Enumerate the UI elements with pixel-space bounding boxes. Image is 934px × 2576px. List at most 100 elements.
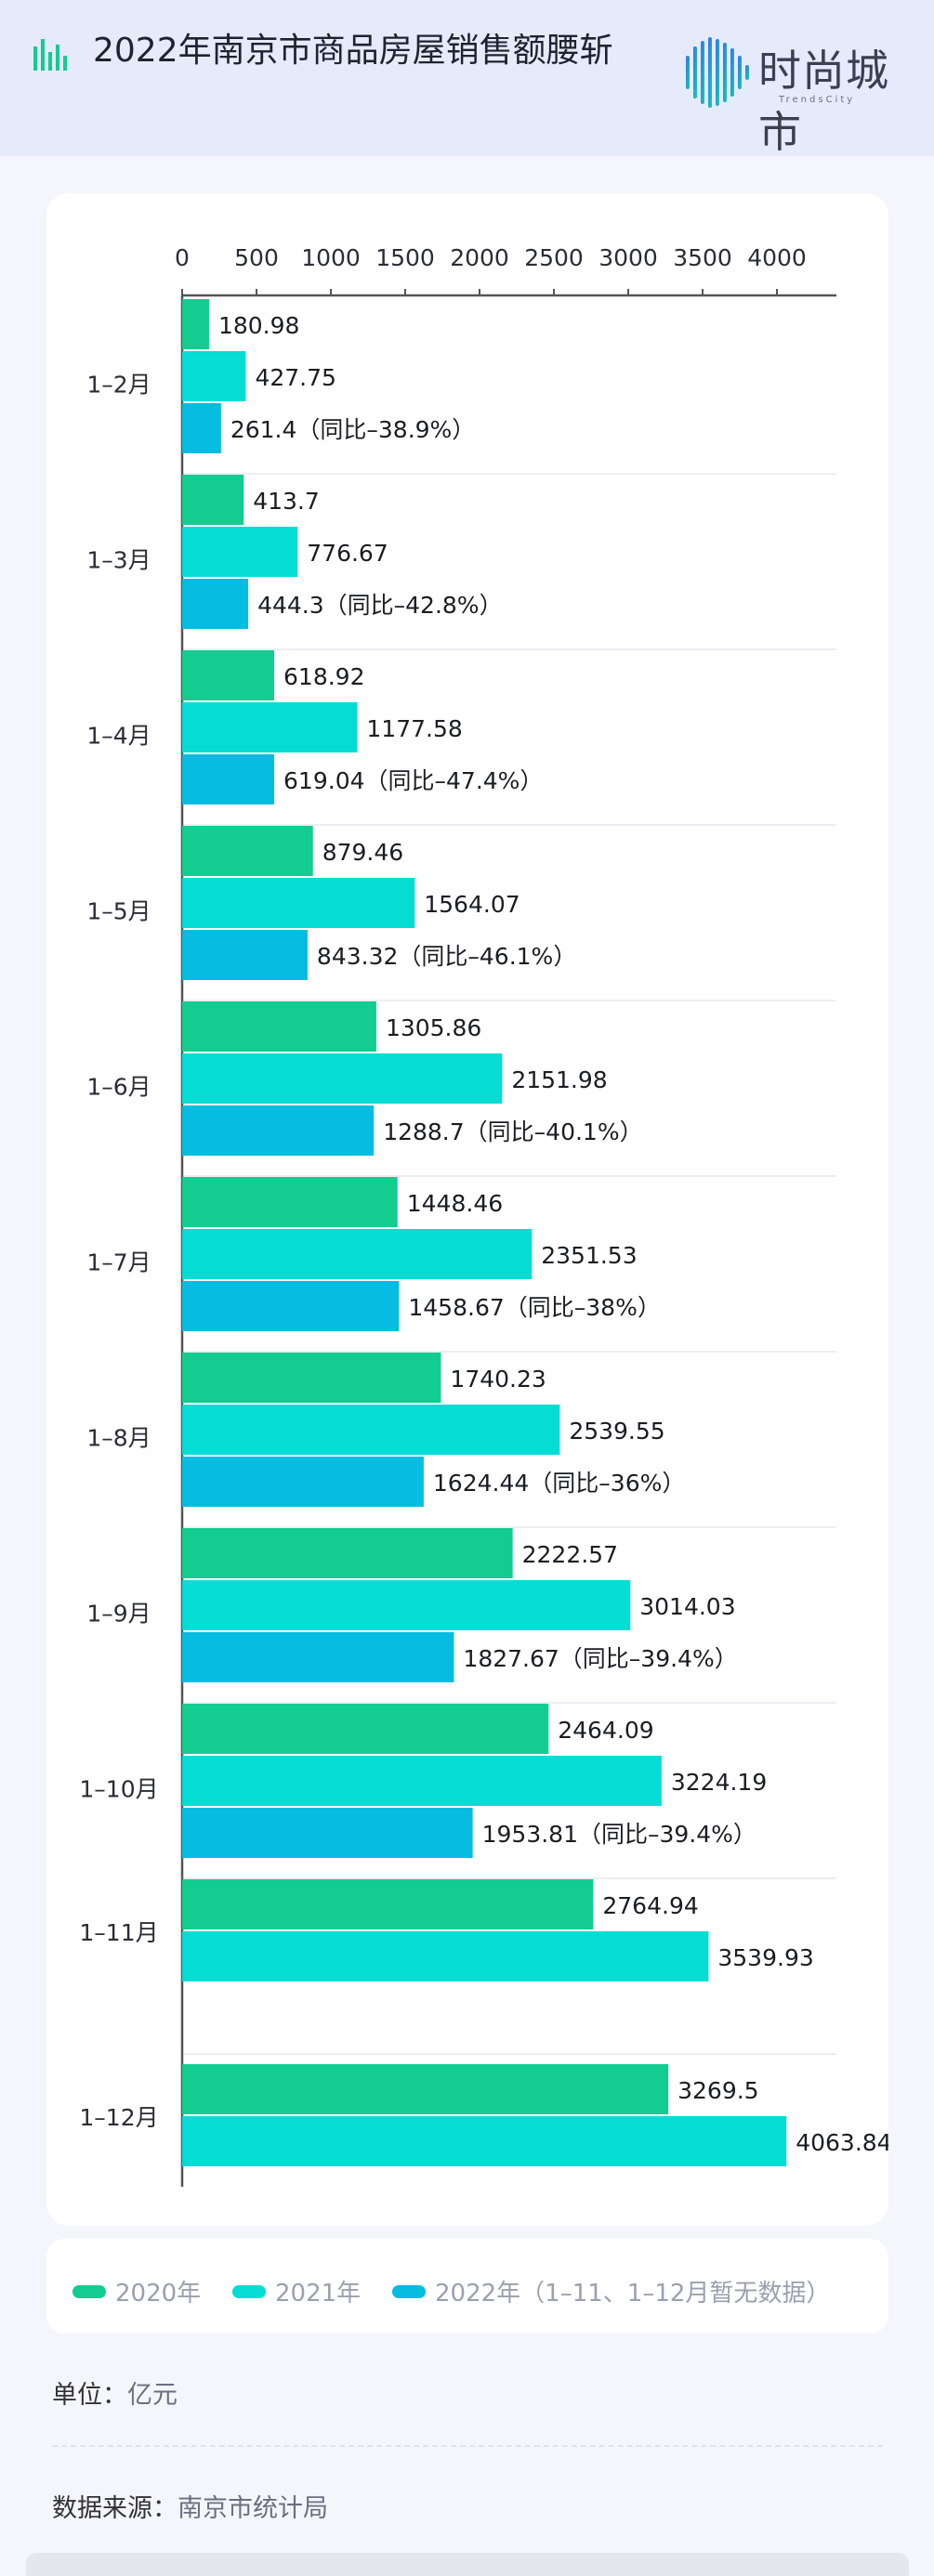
data-label: 2539.55 — [569, 1418, 664, 1445]
bar-2021 — [182, 527, 298, 577]
x-tick-label: 3000 — [599, 244, 658, 271]
category-label: 1–9月 — [86, 1601, 151, 1628]
bar-2022 — [182, 403, 221, 453]
x-tick-label: 2500 — [524, 244, 584, 271]
category-label: 1–2月 — [86, 372, 151, 399]
data-label: 1177.58 — [366, 715, 462, 742]
bar-2020 — [182, 826, 313, 876]
bar-2020 — [182, 1353, 441, 1403]
bar-chart-icon — [33, 39, 67, 71]
data-label: 843.32（同比–46.1%） — [317, 943, 576, 970]
data-label: 413.7 — [253, 488, 320, 515]
data-label: 2222.57 — [522, 1541, 618, 1568]
data-label: 4063.84 — [796, 2129, 888, 2156]
data-label: 1740.23 — [450, 1366, 546, 1393]
bar-2021 — [182, 1405, 560, 1455]
bar-2021 — [182, 351, 246, 401]
source-label: 数据来源： — [52, 2494, 178, 2523]
x-tick-label: 4000 — [747, 244, 807, 271]
legend-label-2020: 2020年 — [115, 2280, 202, 2308]
data-label: 2351.53 — [541, 1242, 637, 1269]
data-label: 427.75 — [255, 364, 335, 391]
legend: 2020年 2021年 2022年（1–11、1–12月暂无数据） — [46, 2239, 888, 2334]
bar-2022 — [182, 1457, 424, 1507]
category-label: 1–10月 — [79, 1776, 158, 1803]
category-label: 1–4月 — [86, 723, 151, 750]
bar-2021 — [182, 1229, 533, 1279]
chart-card: 0 500 1000 1500 2000 2500 3000 3500 4000 1–2月 180.… — [46, 193, 892, 2226]
data-label: 1953.81（同比–39.4%） — [482, 1821, 756, 1848]
bar-2020 — [182, 650, 275, 700]
bar-2022 — [182, 1808, 473, 1858]
legend-item-2022: 2022年（1–11、1–12月暂无数据） — [392, 2274, 830, 2308]
bar-2022 — [182, 579, 249, 629]
category-label: 1–7月 — [86, 1249, 151, 1276]
bar-2021 — [182, 1931, 709, 1981]
legend-item-2020: 2020年 — [72, 2274, 201, 2308]
data-label: 2151.98 — [511, 1066, 607, 1093]
bar-2021 — [182, 1756, 662, 1806]
bar-2020 — [182, 1879, 594, 1929]
bar-2020 — [182, 1704, 549, 1754]
bottom-bar — [26, 2553, 909, 2576]
bar-2020 — [182, 1001, 376, 1052]
data-label: 1564.07 — [424, 891, 520, 918]
x-tick-label: 1000 — [301, 244, 361, 271]
bar-chart: 0 500 1000 1500 2000 2500 3000 3500 4000 1–2月 180.… — [79, 244, 892, 2187]
data-label: 1288.7（同比–40.1%） — [383, 1118, 642, 1145]
x-tick-label: 3500 — [673, 244, 732, 271]
data-label: 619.04（同比–47.4%） — [283, 767, 543, 794]
data-label: 1448.46 — [407, 1190, 503, 1217]
category-label: 1–11月 — [79, 1919, 158, 1946]
header: 2022年南京市商品房屋销售额腰斩 时尚城市 TrendsCity — [0, 0, 934, 157]
x-tick-label: 1500 — [375, 244, 435, 271]
data-label: 1827.67（同比–39.4%） — [463, 1645, 737, 1672]
bar-2021 — [182, 878, 415, 928]
brand-logo: 时尚城市 TrendsCity — [682, 35, 905, 157]
data-label: 3224.19 — [671, 1769, 767, 1796]
data-label: 180.98 — [218, 312, 299, 339]
bar-2022 — [182, 930, 308, 980]
unit-label: 单位： — [52, 2381, 127, 2410]
legend-label-2021: 2021年 — [275, 2280, 362, 2308]
data-label: 3269.5 — [677, 2077, 758, 2104]
data-label: 1305.86 — [386, 1014, 481, 1041]
legend-swatch-2021 — [232, 2284, 266, 2298]
data-label: 444.3（同比–42.8%） — [257, 592, 503, 619]
data-label: 3014.03 — [639, 1593, 735, 1620]
divider — [52, 2445, 883, 2447]
source-info: 数据来源：南京市统计局 — [52, 2488, 328, 2524]
data-label: 879.46 — [322, 839, 403, 866]
unit-value: 亿元 — [127, 2381, 178, 2410]
bar-2021 — [182, 1053, 503, 1104]
legend-swatch-2020 — [72, 2284, 106, 2298]
bar-2020 — [182, 299, 209, 349]
category-label: 1–6月 — [86, 1074, 151, 1101]
bar-2022 — [182, 1281, 400, 1331]
x-tick-label: 2000 — [450, 244, 509, 271]
legend-swatch-2022 — [392, 2284, 426, 2298]
data-label: 1624.44（同比–36%） — [433, 1470, 685, 1497]
bar-2022 — [182, 754, 275, 804]
unit-info: 单位：亿元 — [52, 2374, 178, 2411]
bar-2022 — [182, 1105, 375, 1156]
bar-2020 — [182, 2064, 669, 2114]
category-label: 1–5月 — [86, 898, 151, 925]
data-label: 1458.67（同比–38%） — [408, 1294, 660, 1321]
source-value: 南京市统计局 — [178, 2494, 328, 2523]
bar-2022 — [182, 1632, 454, 1682]
category-label: 1–8月 — [86, 1425, 151, 1452]
data-label: 261.4（同比–38.9%） — [230, 416, 476, 443]
legend-item-2021: 2021年 — [232, 2274, 361, 2308]
x-tick-label: 500 — [234, 244, 279, 271]
legend-label-2022: 2022年（1–11、1–12月暂无数据） — [435, 2280, 831, 2308]
bar-2021 — [182, 2116, 787, 2166]
bar-2020 — [182, 475, 244, 525]
data-label: 2764.94 — [602, 1892, 698, 1919]
data-label: 3539.93 — [717, 1944, 813, 1971]
logo-text: 时尚城市 — [758, 46, 889, 157]
page-title: 2022年南京市商品房屋销售额腰斩 — [93, 32, 613, 70]
category-label: 1–3月 — [86, 547, 151, 574]
category-label: 1–12月 — [79, 2104, 158, 2131]
x-tick-label: 0 — [175, 244, 190, 271]
